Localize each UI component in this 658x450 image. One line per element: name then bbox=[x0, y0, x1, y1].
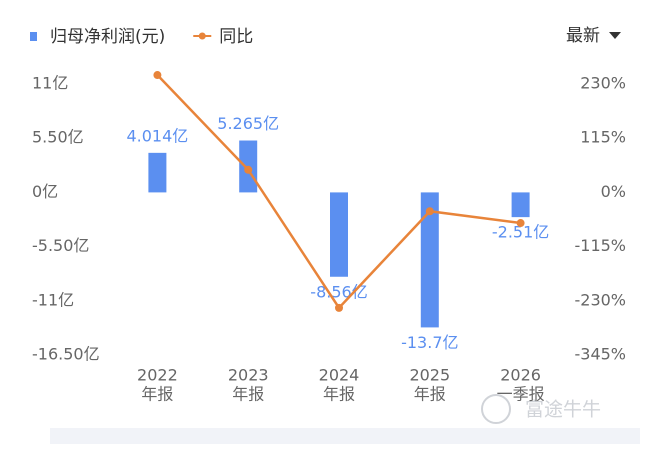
x-tick-label: 年报 bbox=[414, 385, 446, 404]
x-tick-label: 一季报 bbox=[497, 385, 545, 404]
y2-tick-label: 115% bbox=[580, 128, 626, 147]
line-point bbox=[516, 219, 525, 228]
x-tick-label: 2023 bbox=[228, 366, 269, 385]
line-point bbox=[335, 303, 343, 312]
y2-tick-label: 230% bbox=[580, 74, 626, 93]
legend-label: 归母净利润(元) bbox=[50, 27, 165, 47]
dropdown[interactable]: 最新 bbox=[566, 26, 621, 46]
x-tick-label: 年报 bbox=[141, 385, 173, 404]
bar bbox=[420, 192, 439, 328]
line-point bbox=[244, 165, 253, 174]
y-tick-label: 5.50亿 bbox=[32, 128, 84, 147]
dropdown-label[interactable]: 最新 bbox=[566, 26, 600, 46]
x-tick-label: 2026 bbox=[500, 366, 541, 385]
y-tick-label: -16.50亿 bbox=[32, 345, 100, 364]
y2-tick-label: -115% bbox=[574, 236, 626, 255]
legend-label: 同比 bbox=[219, 27, 253, 47]
x-tick-label: 2024 bbox=[319, 366, 360, 385]
bar bbox=[148, 152, 167, 193]
scroll-bar bbox=[50, 428, 640, 444]
x-tick-label: 2025 bbox=[409, 366, 450, 385]
x-tick-label: 年报 bbox=[232, 385, 264, 404]
legend-swatch bbox=[198, 32, 206, 40]
value-label: -2.51亿 bbox=[492, 223, 549, 242]
y2-tick-label: 0% bbox=[601, 182, 626, 201]
value-label: -13.7亿 bbox=[401, 333, 458, 352]
y-tick-label: -5.50亿 bbox=[32, 236, 89, 255]
x-tick-label: 年报 bbox=[323, 385, 355, 404]
value-label: 4.014亿 bbox=[126, 126, 188, 145]
x-tick-label: 2022 bbox=[137, 366, 178, 385]
y2-tick-label: -230% bbox=[574, 290, 626, 309]
y-tick-label: 0亿 bbox=[32, 182, 58, 201]
watermark-logo bbox=[481, 394, 511, 424]
dropdown-arrow[interactable] bbox=[609, 32, 621, 39]
line-point bbox=[153, 71, 162, 80]
y2-tick-label: -345% bbox=[574, 345, 626, 364]
value-label: 5.265亿 bbox=[217, 114, 279, 133]
y-tick-label: -11亿 bbox=[32, 290, 74, 309]
line-point bbox=[425, 207, 434, 216]
y-tick-label: 11亿 bbox=[32, 74, 68, 93]
watermark: 富途牛牛 bbox=[525, 399, 601, 421]
bar bbox=[511, 192, 530, 218]
legend-swatch bbox=[30, 32, 37, 41]
bar bbox=[330, 192, 348, 277]
